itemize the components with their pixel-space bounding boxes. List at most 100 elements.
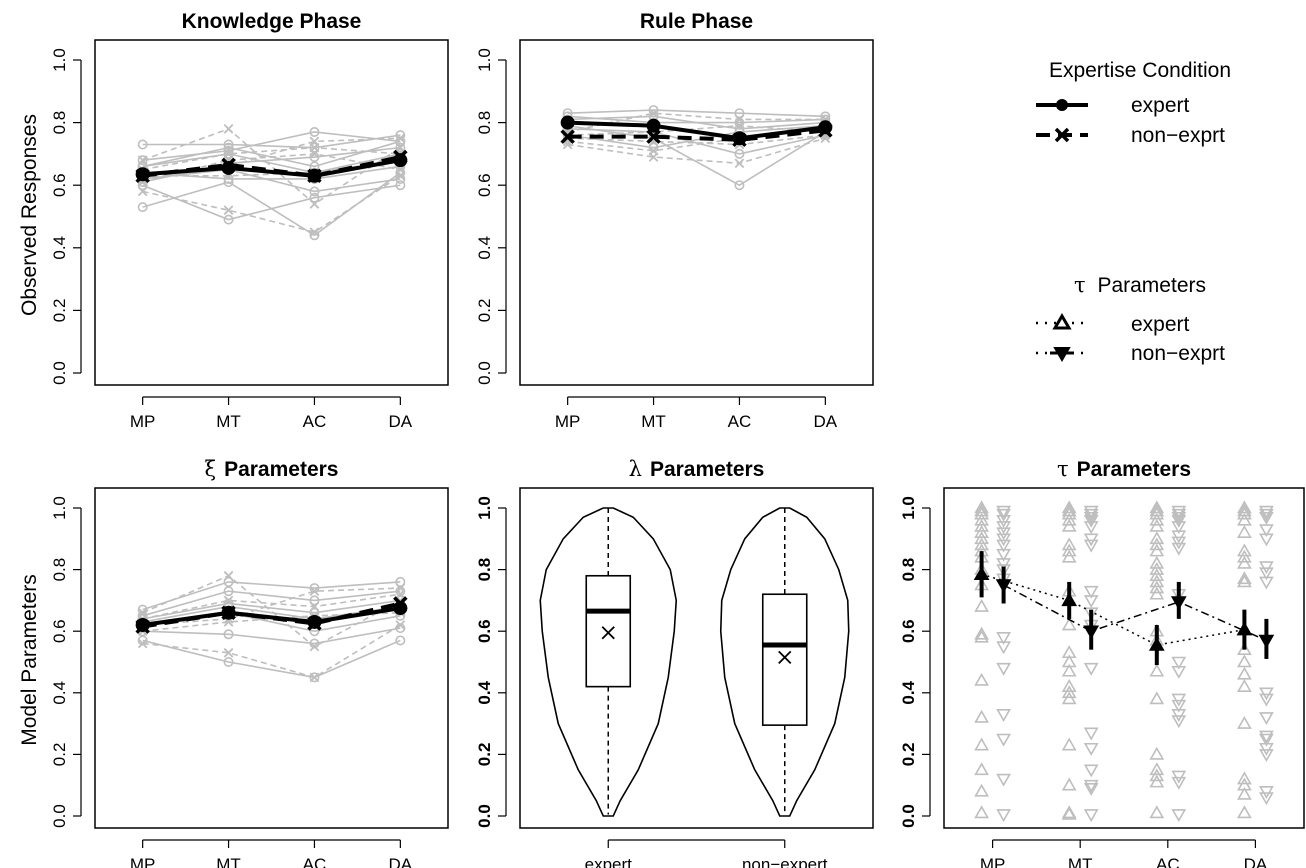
box	[585, 574, 632, 688]
individual-expert-point	[1061, 679, 1077, 692]
individual-expert-point	[1061, 685, 1077, 699]
individual-expert-point	[974, 525, 989, 538]
series-non-expert-point	[1170, 596, 1187, 610]
y-tick-label: 0.4	[50, 681, 69, 705]
svg-text:τ Parameters: τ Parameters	[1074, 273, 1206, 297]
individual-nonexpert-point	[996, 632, 1011, 645]
series-expert-point	[307, 614, 322, 629]
series-expert-point	[221, 605, 236, 620]
individual-expert-point	[1237, 805, 1252, 819]
y-tick-label: 1.0	[475, 48, 494, 72]
individual-nonexpert-point	[1171, 809, 1187, 823]
y-tick-label: 0.0	[50, 361, 69, 385]
individual-nonexpert-point	[1171, 715, 1187, 729]
individual-expert-line	[567, 128, 826, 155]
panel-xi-parameters: ξ Parameters 0.0 0.2 0.4 0.6 0.8 1.0 MP MT AC DA	[50, 457, 449, 868]
individual-nonexpert-point	[1259, 730, 1274, 744]
individual-nonexpert-point	[1083, 533, 1099, 547]
legend-tau-title: Parameters	[1097, 274, 1206, 297]
individual-nonexpert-point	[996, 505, 1011, 519]
y-tick-label: 0.2	[475, 299, 494, 323]
chart-title: τ Parameters	[1057, 457, 1191, 481]
individual-nonexpert-line	[567, 124, 826, 136]
chart-title-symbol: ξ	[205, 457, 217, 481]
individual-expert-point	[1237, 786, 1252, 800]
individual-expert-point	[1237, 525, 1252, 538]
individual-expert-point	[1237, 666, 1252, 680]
individual-expert-point	[974, 512, 989, 526]
series-expert-line	[567, 120, 826, 141]
individual-nonexpert-point	[1083, 742, 1099, 756]
y-tick-label: 0.6	[50, 173, 69, 197]
individual-nonexpert-point	[1259, 567, 1274, 581]
individual-expert-point	[1149, 580, 1165, 594]
series-expert-point	[818, 120, 833, 135]
individual-expert-point	[974, 537, 989, 551]
individual-expert-point	[1061, 549, 1077, 563]
individual-nonexpert-point	[395, 620, 406, 630]
y-tick-label: 0.8	[475, 558, 494, 582]
y-tick-label: 0.2	[899, 743, 918, 767]
box	[761, 593, 808, 726]
individual-expert-point	[137, 139, 148, 150]
legend-tau-item-non-expert: non−exprt	[1131, 342, 1225, 365]
individual-nonexpert-point	[1259, 505, 1274, 519]
x-tick-label: AC	[1156, 855, 1180, 868]
series-expert-point	[393, 153, 408, 168]
y-tick-label: 0.0	[899, 804, 918, 828]
series-expert-point	[732, 131, 747, 146]
individual-expert-point	[309, 142, 320, 153]
individual-nonexpert-point	[1171, 505, 1187, 519]
y-tick-label: 0.6	[899, 619, 918, 643]
individual-expert-point	[1149, 537, 1165, 551]
individual-nonexpert-point	[1259, 561, 1274, 575]
y-tick-label: 1.0	[475, 496, 494, 520]
individual-expert-point	[974, 518, 989, 532]
series-expert-point	[307, 168, 322, 183]
series-non-expert-point	[995, 579, 1012, 594]
x-tick-label: AC	[303, 412, 327, 431]
individual-expert-point	[1149, 663, 1165, 677]
individual-expert-point	[1149, 805, 1165, 819]
individual-expert-point	[1237, 574, 1252, 588]
individual-nonexpert-point	[1083, 727, 1099, 741]
individual-nonexpert-point	[1083, 779, 1099, 793]
individual-expert-point	[1149, 531, 1165, 545]
series-expert-point	[646, 118, 661, 133]
individual-nonexpert-point	[309, 641, 320, 652]
y-tick-label: 1.0	[50, 496, 69, 520]
individual-expert-point	[974, 629, 989, 643]
individual-expert-line	[142, 581, 401, 611]
individual-nonexpert-point	[1171, 511, 1187, 525]
chart-title-text: Parameters	[224, 458, 338, 481]
individual-expert-point	[1237, 771, 1252, 785]
individual-expert-point	[1149, 762, 1165, 776]
x-tick-label: non−expert	[742, 855, 828, 868]
individual-nonexpert-line	[142, 624, 401, 679]
individual-expert-point	[1149, 561, 1165, 575]
individual-nonexpert-point	[309, 672, 320, 683]
individual-expert-point	[1149, 500, 1165, 514]
individual-nonexpert-line	[142, 587, 401, 626]
y-tick-label: 0.2	[475, 743, 494, 767]
individual-expert-point	[1061, 506, 1077, 520]
individual-expert-point	[1149, 774, 1165, 788]
individual-expert-point	[1061, 617, 1077, 631]
series-non-expert-line	[1003, 584, 1267, 642]
individual-expert-point	[974, 598, 989, 612]
x-tick-label: MP	[130, 412, 156, 431]
mean-marker	[778, 650, 792, 665]
individual-expert-point	[974, 709, 989, 723]
individual-expert-point	[974, 672, 989, 686]
individual-nonexpert-point	[1083, 521, 1099, 535]
individual-nonexpert-point	[1259, 749, 1274, 763]
individual-expert-line	[142, 168, 401, 193]
individual-expert-point	[1237, 715, 1252, 729]
individual-nonexpert-point	[996, 515, 1011, 528]
chart-title: Knowledge Phase	[182, 10, 362, 33]
y-tick-label: 0.6	[475, 173, 494, 197]
individual-expert-point	[1149, 574, 1165, 588]
plot-frame	[94, 487, 449, 829]
individual-expert-point	[974, 531, 989, 545]
